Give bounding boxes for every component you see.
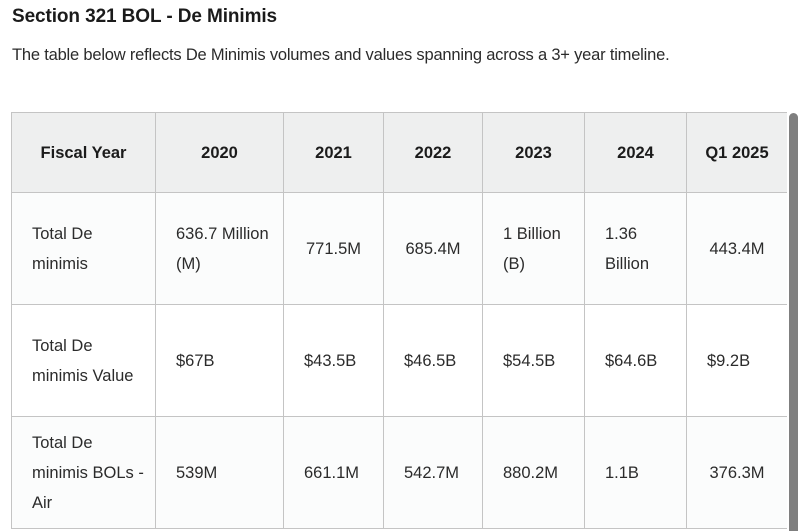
table-cell: $64.6B — [584, 304, 687, 417]
header-q1-2025: Q1 2025 — [686, 112, 787, 193]
row-label: Total De minimis BOLs - Air — [11, 416, 156, 529]
header-2022: 2022 — [383, 112, 483, 193]
table-cell: $46.5B — [383, 304, 483, 417]
section-description: The table below reflects De Minimis volu… — [12, 46, 670, 64]
table-cell: 685.4M — [383, 192, 483, 305]
table-cell: 1.36 Billion — [584, 192, 687, 305]
table-cell: $67B — [155, 304, 284, 417]
header-2023: 2023 — [482, 112, 585, 193]
vertical-scrollbar[interactable] — [789, 113, 798, 531]
table-cell: 661.1M — [283, 416, 384, 529]
table-row: Total De minimis BOLs - Air 539M 661.1M … — [11, 416, 787, 529]
table-row: Total De minimis Value $67B $43.5B $46.5… — [11, 304, 787, 417]
de-minimis-table: Fiscal Year 2020 2021 2022 2023 2024 Q1 … — [11, 112, 787, 529]
header-2024: 2024 — [584, 112, 687, 193]
table-cell: 636.7 Million (M) — [155, 192, 284, 305]
table-cell: 539M — [155, 416, 284, 529]
table-cell: $9.2B — [686, 304, 787, 417]
table-cell: 771.5M — [283, 192, 384, 305]
table-cell: 443.4M — [686, 192, 787, 305]
table-cell: 376.3M — [686, 416, 787, 529]
table-cell: 1.1B — [584, 416, 687, 529]
section-title: Section 321 BOL - De Minimis — [12, 6, 278, 27]
table-container: Fiscal Year 2020 2021 2022 2023 2024 Q1 … — [11, 112, 787, 531]
table-header-row: Fiscal Year 2020 2021 2022 2023 2024 Q1 … — [11, 112, 787, 193]
table-cell: 880.2M — [482, 416, 585, 529]
row-label: Total De minimis — [11, 192, 156, 305]
table-cell: $43.5B — [283, 304, 384, 417]
row-label: Total De minimis Value — [11, 304, 156, 417]
table-cell: 542.7M — [383, 416, 483, 529]
table-cell: $54.5B — [482, 304, 585, 417]
table-row: Total De minimis 636.7 Million (M) 771.5… — [11, 192, 787, 305]
header-2021: 2021 — [283, 112, 384, 193]
table-cell: 1 Billion (B) — [482, 192, 585, 305]
header-fiscal-year: Fiscal Year — [11, 112, 156, 193]
header-2020: 2020 — [155, 112, 284, 193]
